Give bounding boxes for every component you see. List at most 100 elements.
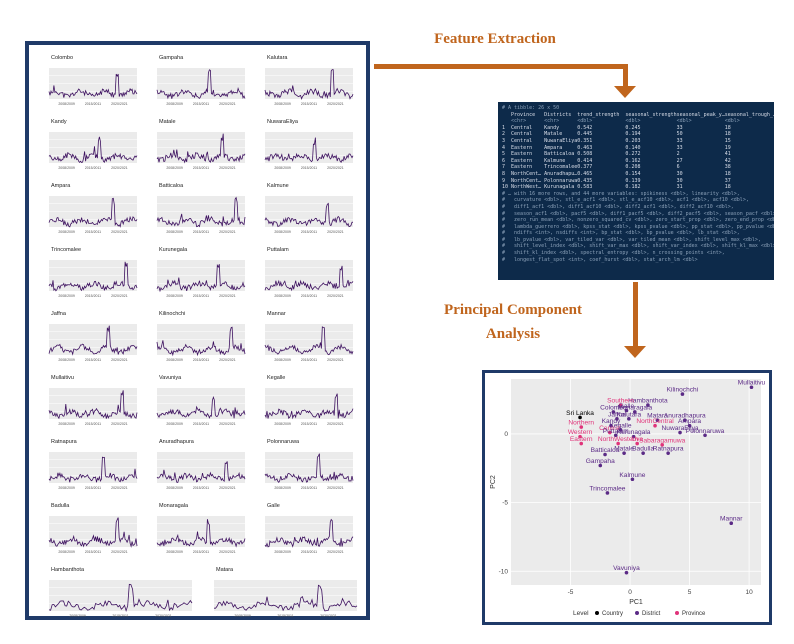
mini-chart-x-tick: 2008/2009: [69, 614, 86, 618]
mini-chart-plot: 2008/2009 2015/2011 2020/2021: [48, 580, 193, 618]
pca-point-label: Matara: [647, 413, 668, 420]
mini-chart-colombo: Colombo 2008/2009 2015/2011 2020/2021: [39, 55, 139, 106]
pca-point-label: Kalutara: [617, 411, 642, 418]
mini-chart-kalutara: Kalutara 2008/2009 2015/2011 2020/2021: [255, 55, 355, 106]
mini-chart-matara: Matara 2008/2009 2015/2011 2020/2021: [204, 567, 359, 618]
mini-chart-x-tick: 2008/2009: [166, 230, 183, 234]
mini-chart-title: Anuradhapura: [159, 439, 194, 445]
mini-chart-x-tick: 2008/2009: [166, 102, 183, 106]
mini-chart-plot: 2008/2009 2015/2011 2020/2021: [264, 516, 354, 554]
console-row: 6 Eastern Kalmune 0.414 0.162 27 42: [502, 157, 731, 164]
mini-chart-plot: 2008/2009 2015/2011 2020/2021: [264, 324, 354, 362]
mini-chart-series-line: [156, 519, 246, 548]
mini-chart-x-tick: 2020/2021: [111, 550, 128, 554]
console-row: 10 NorthWest… Kurunagala 0.583 0.182 31 …: [502, 184, 731, 191]
mini-chart-title: Galle: [267, 503, 280, 509]
feature-table-console: # A tibble: 26 x 50 Province Districts t…: [498, 102, 774, 280]
pca-point-label: Monaragala: [617, 404, 652, 411]
mini-chart-title: Kurunegala: [159, 247, 188, 253]
mini-chart-series-line: [156, 461, 246, 483]
mini-chart-x-tick: 2008/2009: [58, 422, 75, 426]
mini-chart-x-tick: 2008/2009: [274, 166, 291, 170]
mini-chart-x-tick: 2015/2011: [193, 422, 209, 426]
pca-point-label: NorthWestern: [598, 436, 639, 443]
mini-chart-gampaha: Gampaha 2008/2009 2015/2011 2020/2021: [147, 55, 247, 106]
pca-point-western: [578, 434, 582, 439]
mini-chart-plot: 2008/2009 2015/2011 2020/2021: [48, 196, 138, 234]
mini-chart-x-tick: 2008/2009: [58, 102, 75, 106]
mini-chart-series-line: [264, 393, 354, 420]
pca-point-sri-lanka: [578, 415, 582, 420]
pca-point-label: Mullaitivu: [738, 380, 766, 387]
mini-chart-series-line: [264, 518, 354, 548]
console-footer-line: # curvature <dbl>, stl_e_acf1 <dbl>, stl…: [502, 197, 749, 204]
pca-label-line2: Analysis: [485, 326, 541, 342]
pca-x-tick-label: 0: [628, 589, 632, 596]
mini-chart-title: Mullaitivu: [51, 375, 74, 381]
pca-point-colombo: [611, 410, 616, 414]
pca-point-kalutara: [627, 417, 631, 421]
mini-chart-anuradhapura: Anuradhapura 2008/2009 2015/2011 2020/2021: [147, 439, 247, 490]
pca-point-galle: [624, 408, 629, 413]
mini-chart-plot: 2008/2009 2015/2011 2020/2021: [48, 324, 138, 362]
mini-chart-title: Kilinochchi: [159, 311, 186, 317]
mini-chart-series-line: [48, 390, 138, 420]
mini-chart-x-tick: 2015/2011: [193, 230, 209, 234]
pca-x-axis-label: PC1: [629, 599, 643, 606]
mini-chart-x-tick: 2015/2011: [85, 486, 101, 490]
mini-chart-x-tick: 2008/2009: [274, 102, 291, 106]
mini-chart-plot: 2008/2009 2015/2011 2020/2021: [48, 68, 138, 106]
pca-legend-label: Province: [682, 611, 706, 617]
arrow-to-features-head: [614, 86, 636, 98]
console-footer-line: # season_acf1 <dbl>, pacf5 <dbl>, diff1_…: [502, 210, 774, 217]
mini-chart-plot: 2008/2009 2015/2011 2020/2021: [264, 260, 354, 298]
mini-chart-title: Monaragala: [159, 503, 189, 509]
pca-point-label: Jaffna: [608, 411, 626, 418]
console-footer-line: # … with 16 more rows, and 44 more varia…: [502, 190, 740, 197]
mini-chart-plot: 2008/2009 2015/2011 2020/2021: [156, 516, 246, 554]
mini-chart-plot: 2008/2009 2015/2011 2020/2021: [264, 452, 354, 490]
arrow-to-features: [374, 64, 628, 69]
mini-chart-x-tick: 2020/2021: [327, 102, 344, 106]
mini-chart-x-tick: 2008/2009: [274, 230, 291, 234]
mini-chart-x-tick: 2015/2011: [193, 358, 209, 362]
pca-point-sabaragamuwa: [660, 443, 664, 447]
console-footer-line: # ndiffs <int>, nsdiffs <int>, bp_stat <…: [502, 230, 740, 237]
pca-point-label: Sabaragamuwa: [639, 437, 686, 444]
mini-chart-x-tick: 2008/2009: [234, 614, 251, 618]
pca-y-tick-label: -10: [499, 568, 509, 575]
mini-chart-series-line: [214, 584, 358, 612]
mini-chart-series-line: [48, 261, 138, 292]
mini-chart-title: Matale: [159, 119, 176, 125]
mini-chart-kandy: Kandy 2008/2009 2015/2011 2020/2021: [39, 119, 139, 170]
pca-point-label: Ampara: [678, 418, 701, 425]
pca-point-label: Central: [599, 425, 621, 432]
pca-point-label: Puttalam: [603, 428, 630, 435]
pca-point-label: Kurunagala: [617, 429, 651, 436]
mini-chart-plot: 2008/2009 2015/2011 2020/2021: [156, 388, 246, 426]
pca-point-hambanthota: [646, 403, 650, 407]
pca-point-label: Trincomalee: [589, 485, 625, 492]
mini-chart-x-tick: 2015/2011: [193, 102, 209, 106]
pca-y-axis-label: PC2: [490, 475, 497, 489]
mini-chart-x-tick: 2020/2021: [219, 550, 236, 554]
mini-chart-title: Badulla: [51, 503, 70, 509]
pca-label-line1: Principal Component: [444, 302, 582, 318]
pca-point-monaragala: [633, 410, 637, 414]
mini-chart-title: Kandy: [51, 119, 67, 125]
pca-point-kilinochchi: [680, 392, 685, 396]
pca-point-label: Kandy: [602, 418, 621, 425]
mini-chart-x-tick: 2008/2009: [274, 294, 291, 298]
console-types: <chr> <chr> <dbl> <dbl> <dbl> <dbl>: [502, 118, 740, 125]
mini-chart-x-tick: 2020/2021: [219, 294, 236, 298]
pca-legend-label: District: [642, 611, 661, 617]
mini-chart-x-tick: 2020/2021: [327, 486, 344, 490]
console-row: 3 Central NuwaraEliya0.351 0.203 33 15: [502, 137, 731, 144]
mini-chart-mullaitivu: Mullaitivu 2008/2009 2015/2011 2020/2021: [39, 375, 139, 426]
mini-chart-series-line: [264, 453, 354, 483]
pca-point-label: NorthCentral: [636, 418, 674, 425]
mini-chart-x-tick: 2020/2021: [111, 486, 128, 490]
mini-chart-matale: Matale 2008/2009 2015/2011 2020/2021: [147, 119, 247, 170]
mini-chart-x-tick: 2020/2021: [219, 422, 236, 426]
pca-point-label: Hambanthota: [628, 398, 668, 405]
